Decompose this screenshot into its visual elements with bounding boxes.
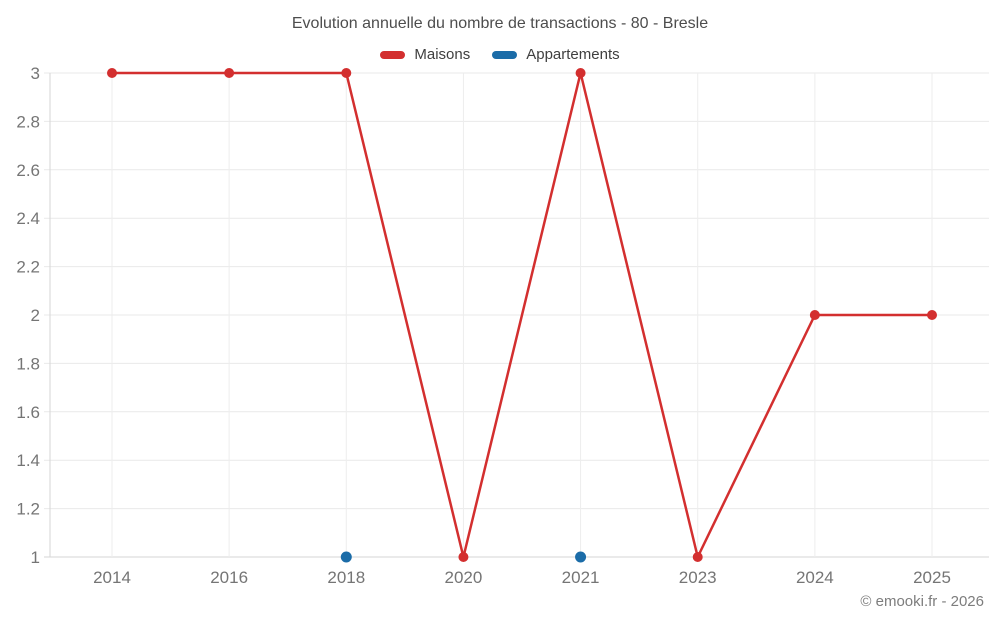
y-tick-label: 1.2: [16, 500, 40, 519]
maisons-point[interactable]: [107, 68, 117, 78]
y-tick-label: 3: [31, 64, 40, 83]
maisons-line: [110, 71, 934, 559]
appartements-point[interactable]: [575, 551, 587, 563]
legend-item-appartements[interactable]: Appartements: [492, 46, 620, 63]
x-tick-label: 2020: [445, 568, 483, 587]
maisons-point[interactable]: [341, 68, 352, 78]
x-tick-label: 2016: [210, 568, 248, 587]
maisons-point[interactable]: [458, 552, 469, 562]
y-tick-label: 2.8: [16, 112, 40, 131]
x-tick-label: 2023: [679, 568, 717, 587]
y-tick-label: 2: [31, 306, 40, 325]
maisons-swatch-icon: [380, 50, 406, 59]
maisons-point[interactable]: [224, 68, 235, 78]
maisons-point[interactable]: [927, 310, 937, 320]
legend-label-maisons: Maisons: [414, 46, 471, 63]
y-tick-label: 2.6: [16, 161, 40, 180]
x-tick-label: 2014: [93, 568, 131, 587]
y-tick-label: 1.6: [16, 403, 40, 422]
y-tick-label: 1: [31, 548, 40, 567]
x-tick-label: 2024: [796, 568, 834, 587]
x-tick-label: 2018: [327, 568, 365, 587]
chart-legend: Maisons Appartements: [0, 46, 1000, 63]
maisons-point[interactable]: [809, 310, 820, 320]
y-tick-label: 2.4: [16, 209, 40, 228]
legend-item-maisons[interactable]: Maisons: [380, 46, 470, 63]
copyright: © emooki.fr - 2026: [860, 593, 984, 610]
chart-title: Evolution annuelle du nombre de transact…: [291, 15, 709, 32]
y-tick-label: 2.2: [16, 258, 40, 277]
maisons-point[interactable]: [575, 68, 586, 78]
x-tick-label: 2025: [913, 568, 951, 587]
appartements-point[interactable]: [340, 551, 352, 563]
legend-label-appartements: Appartements: [526, 46, 620, 63]
appartements-swatch-icon: [492, 50, 518, 59]
x-tick-label: 2021: [562, 568, 600, 587]
y-tick-label: 1.4: [16, 451, 40, 470]
y-tick-label: 1.8: [16, 354, 40, 373]
maisons-point[interactable]: [692, 552, 703, 562]
